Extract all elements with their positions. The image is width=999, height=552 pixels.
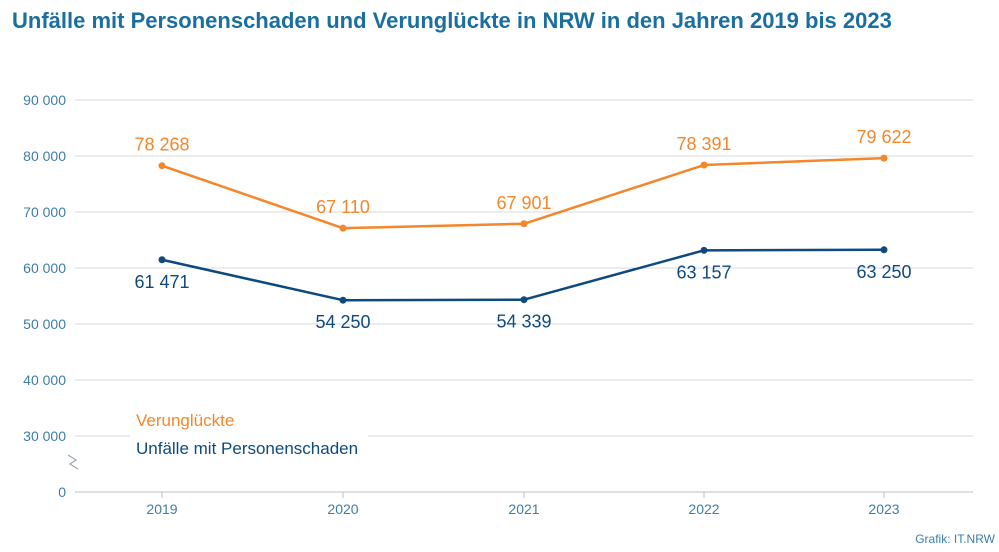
- data-point: [158, 256, 166, 264]
- data-point: [880, 246, 888, 254]
- data-label: 79 622: [856, 127, 911, 147]
- data-label: 67 901: [496, 193, 551, 213]
- data-point: [520, 220, 528, 228]
- y-tick-label: 80 000: [23, 148, 66, 164]
- data-point: [880, 154, 888, 162]
- x-tick-label: 2023: [868, 501, 899, 517]
- y-tick-label: 90 000: [23, 92, 66, 108]
- data-point: [700, 246, 708, 254]
- data-label: 67 110: [316, 197, 370, 217]
- data-label: 78 391: [676, 134, 731, 154]
- series-line: [161, 248, 885, 302]
- data-label: 63 157: [676, 262, 731, 282]
- data-point: [700, 161, 708, 169]
- data-point: [339, 296, 347, 304]
- data-point: [339, 224, 347, 232]
- y-tick-label: 30 000: [23, 428, 66, 444]
- data-point: [520, 296, 528, 304]
- legend-entry-verunglueckte: Verunglückte: [136, 411, 235, 430]
- data-label: 54 339: [496, 312, 551, 332]
- data-point: [158, 162, 166, 170]
- gridlines: [75, 99, 973, 437]
- x-tick-label: 2019: [146, 501, 177, 517]
- x-tick-label: 2021: [508, 501, 539, 517]
- y-tick-label: 60 000: [23, 260, 66, 276]
- series-lines: [158, 154, 888, 304]
- x-tick-label: 2020: [327, 501, 358, 517]
- x-tick-label: 2022: [688, 501, 719, 517]
- x-axis: [67, 454, 973, 498]
- y-tick-label: 70 000: [23, 204, 66, 220]
- data-label: 61 471: [134, 272, 189, 292]
- data-label: 63 250: [856, 262, 911, 282]
- data-label: 54 250: [315, 312, 370, 332]
- data-labels: 78 268 67 110 67 901 78 391 79 622 61 471 54 2…: [134, 127, 911, 332]
- legend: Verunglückte Unfälle mit Personenschaden: [130, 405, 369, 469]
- y-axis-tick-labels: 0 30 000 40 000 50 000 60 000 70 000 80 000 90 …: [23, 92, 66, 500]
- data-label: 78 268: [134, 135, 189, 155]
- y-tick-label: 0: [58, 484, 66, 500]
- axis-break-marker: [67, 454, 79, 470]
- x-axis-tick-labels: 2019 2020 2021 2022 2023: [146, 501, 899, 517]
- source-credit: Grafik: IT.NRW: [915, 532, 995, 546]
- y-tick-label: 50 000: [23, 316, 66, 332]
- y-tick-label: 40 000: [23, 372, 66, 388]
- legend-entry-unfaelle: Unfälle mit Personenschaden: [136, 439, 359, 458]
- chart-title: Unfälle mit Personenschaden und Verunglü…: [12, 8, 892, 33]
